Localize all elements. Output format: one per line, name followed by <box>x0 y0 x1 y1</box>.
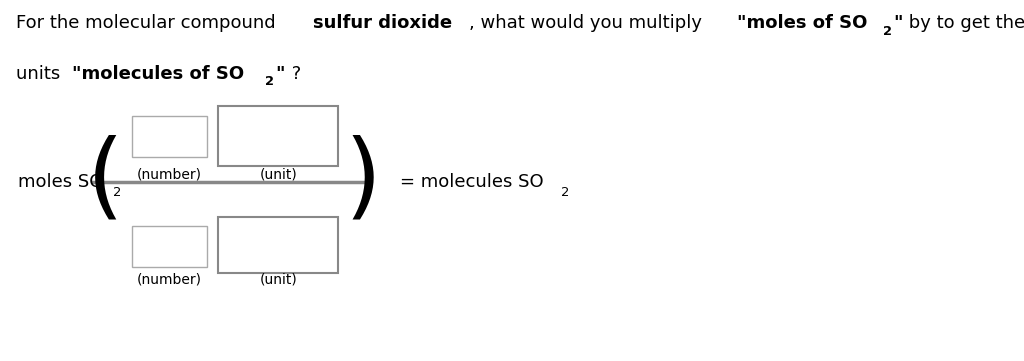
Text: (: ( <box>86 135 123 226</box>
Bar <box>131 226 207 267</box>
Text: units: units <box>16 65 66 83</box>
Text: "moles of SO: "moles of SO <box>736 14 867 32</box>
Bar <box>131 116 207 157</box>
Text: 2: 2 <box>114 186 122 199</box>
Text: 2: 2 <box>883 25 892 38</box>
Text: (unit): (unit) <box>259 273 297 287</box>
Text: by to get the: by to get the <box>903 14 1024 32</box>
Text: "molecules of SO: "molecules of SO <box>72 65 244 83</box>
Text: 2: 2 <box>265 75 273 88</box>
Bar <box>218 217 338 273</box>
Text: , what would you multiply: , what would you multiply <box>469 14 708 32</box>
Text: ": " <box>274 65 285 83</box>
Bar <box>218 106 338 166</box>
Text: (number): (number) <box>136 168 202 182</box>
Text: ): ) <box>344 135 381 226</box>
Text: sulfur dioxide: sulfur dioxide <box>313 14 453 32</box>
Text: ?: ? <box>286 65 301 83</box>
Text: (number): (number) <box>136 273 202 287</box>
Text: = molecules SO: = molecules SO <box>400 173 544 191</box>
Text: For the molecular compound: For the molecular compound <box>16 14 282 32</box>
Text: moles SO: moles SO <box>17 173 103 191</box>
Text: (unit): (unit) <box>259 168 297 182</box>
Text: 2: 2 <box>561 186 569 199</box>
Text: ": " <box>893 14 902 32</box>
